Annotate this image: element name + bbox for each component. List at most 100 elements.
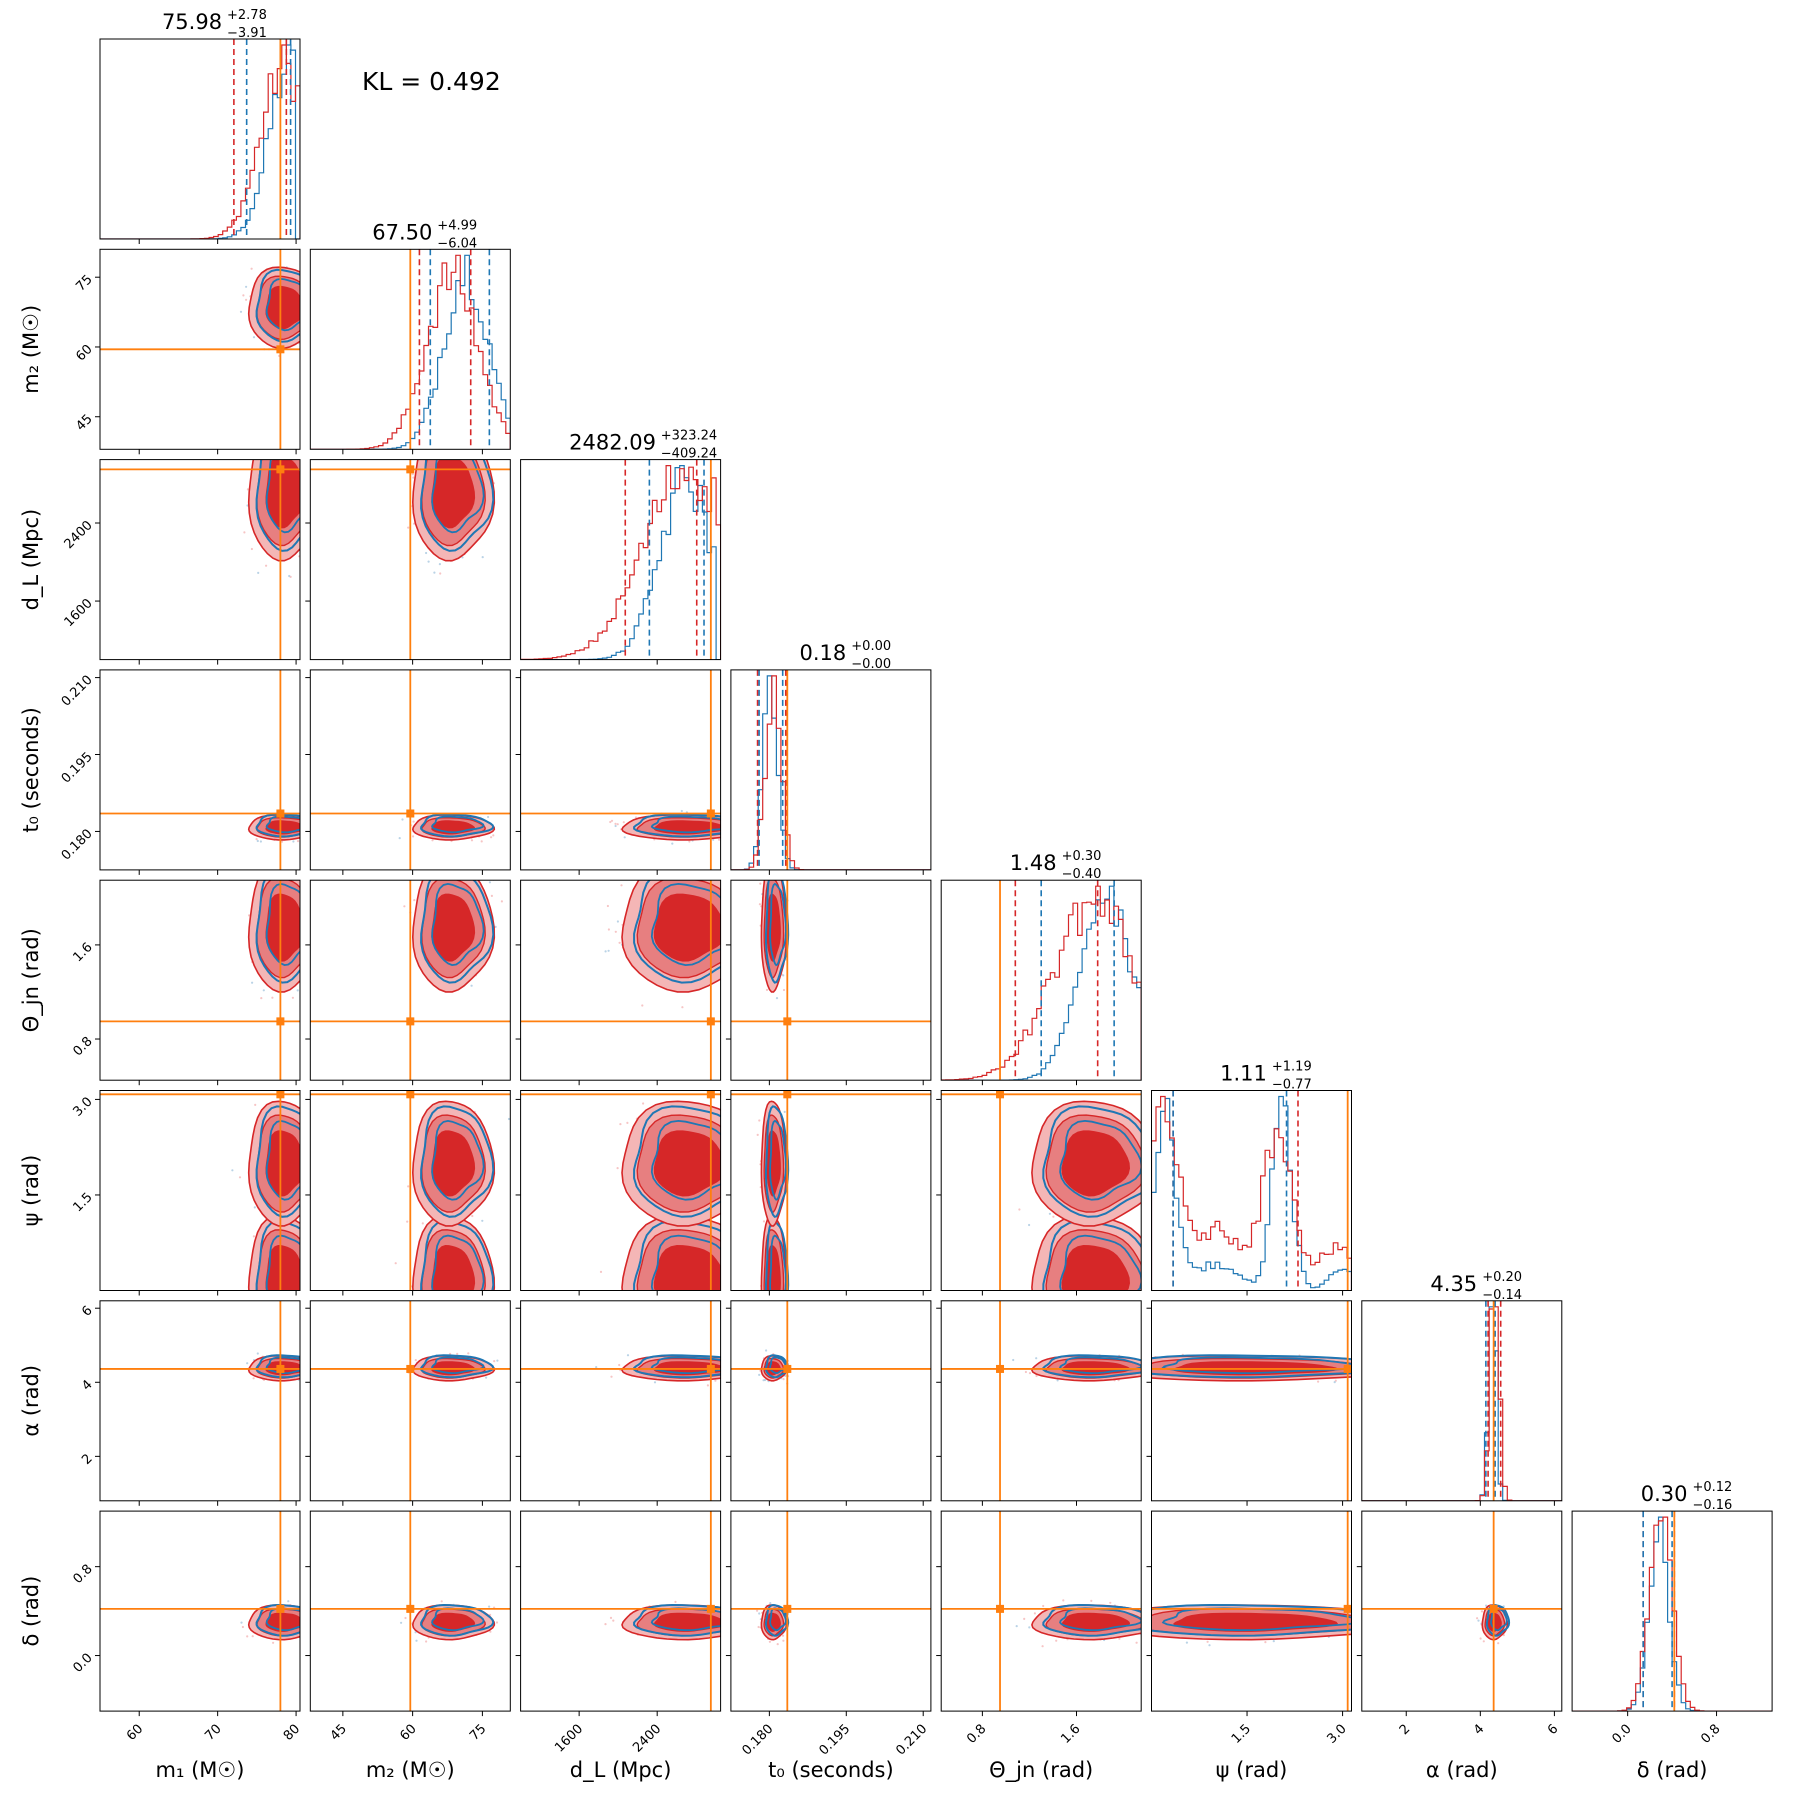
scatter-point <box>610 1375 613 1378</box>
scatter-point <box>725 1299 727 1301</box>
blue-contour-outer <box>1042 1219 1142 1291</box>
truth-marker <box>276 345 285 354</box>
y-axis-label-theta_jn: Θ_jn (rad) <box>19 928 44 1032</box>
scatter-point <box>305 963 307 965</box>
panel-frame <box>1151 1090 1352 1291</box>
scatter-point <box>1208 1644 1211 1647</box>
scatter-point <box>307 916 309 918</box>
scatter-point <box>430 1292 432 1294</box>
scatter-point <box>491 445 493 447</box>
scatter-point <box>726 1618 728 1620</box>
scatter-point <box>1206 1640 1209 1643</box>
scatter-point <box>302 1244 304 1246</box>
truth-marker <box>406 465 415 474</box>
blue-contour-inner <box>769 1234 787 1291</box>
scatter-point <box>306 1367 308 1369</box>
scatter-point <box>307 1363 309 1365</box>
scatter-point <box>300 935 302 937</box>
x-axis-label-dL: d_L (Mpc) <box>570 1758 672 1783</box>
title-minus-m2: −6.04 <box>437 236 477 251</box>
scatter-point <box>627 863 629 865</box>
scatter-point <box>674 1600 677 1603</box>
scatter-point <box>303 1150 305 1152</box>
scatter-point <box>763 874 765 876</box>
scatter-point <box>1413 1368 1415 1370</box>
scatter-point <box>747 1130 749 1132</box>
x-tick-label: 1.5 <box>1229 1722 1254 1747</box>
scatter-point <box>740 945 742 947</box>
scatter-point <box>322 304 324 306</box>
scatter-point <box>738 1183 740 1185</box>
scatter-point <box>301 826 303 828</box>
scatter-point <box>1477 1628 1479 1630</box>
truth-marker <box>783 1364 792 1373</box>
blue-contour-inner <box>265 277 300 332</box>
scatter-point <box>308 1250 310 1252</box>
hist-red-psi <box>1151 1095 1352 1291</box>
scatter-point <box>1037 1317 1039 1319</box>
scatter-point <box>411 473 414 476</box>
scatter-point <box>728 1261 730 1263</box>
scatter-point <box>1093 1317 1095 1319</box>
scatter-point <box>307 1607 309 1609</box>
blue-contour-inner <box>265 459 300 534</box>
scatter-point <box>1386 1613 1388 1615</box>
y-tick-label: 3.0 <box>70 1094 95 1119</box>
panel-m1-alpha: 2 4 6 α (rad) <box>19 1300 321 1506</box>
truth-marker <box>706 1364 715 1373</box>
scatter-point <box>301 833 303 835</box>
scatter-point <box>415 1639 418 1642</box>
scatter-point <box>412 835 415 838</box>
scatter-point <box>312 1235 314 1237</box>
panel-frame <box>1361 1510 1563 1712</box>
scatter-point <box>490 836 493 839</box>
scatter-point <box>314 1312 316 1314</box>
scatter-point <box>266 434 268 436</box>
scatter-point <box>240 1621 243 1624</box>
scatter-point <box>315 827 317 829</box>
scatter-point <box>671 842 674 845</box>
scatter-point <box>738 823 740 825</box>
scatter-point <box>305 1610 307 1612</box>
scatter-point <box>301 1370 303 1372</box>
scatter-point <box>483 413 485 415</box>
scatter-point <box>318 1258 320 1260</box>
scatter-point <box>403 905 406 908</box>
panel-m1-delta: 60 70 80 m₁ (M☉) 0.0 0.8 δ (rad) <box>19 1510 309 1782</box>
scatter-point <box>293 440 295 442</box>
scatter-point <box>1146 1360 1148 1362</box>
scatter-point <box>758 1612 761 1615</box>
scatter-point <box>319 1378 321 1380</box>
scatter-point <box>306 1376 308 1378</box>
scatter-point <box>304 1626 306 1628</box>
panel-t0-psi <box>725 1090 932 1320</box>
scatter-point <box>243 531 246 534</box>
scatter-point <box>738 1179 740 1181</box>
corner-panels: 75.98 +2.78 −3.91 45 60 75 m₂ (M☉) 67.50 +4.99 −6… <box>19 8 1773 1783</box>
scatter-point <box>762 1318 764 1320</box>
truth-marker <box>406 1017 415 1026</box>
scatter-point <box>614 822 617 825</box>
scatter-point <box>635 853 637 855</box>
scatter-point <box>433 571 436 574</box>
scatter-point <box>1380 1368 1382 1370</box>
x-tick-label: 3.0 <box>1324 1722 1349 1747</box>
scatter-point <box>721 1155 723 1157</box>
blue-contour-inner <box>431 459 485 534</box>
scatter-point <box>1366 1615 1368 1617</box>
scatter-point <box>1135 1641 1138 1644</box>
scatter-point <box>300 493 302 495</box>
scatter-point <box>1045 1304 1047 1306</box>
scatter-point <box>311 828 313 830</box>
scatter-point <box>723 854 725 856</box>
panel-frame <box>1571 1510 1773 1712</box>
hist-blue-dL <box>520 465 721 660</box>
scatter-point <box>475 1304 477 1306</box>
scatter-point <box>425 551 428 555</box>
scatter-point <box>1060 1330 1062 1332</box>
scatter-point <box>781 1107 783 1109</box>
scatter-point <box>287 446 289 448</box>
truth-marker <box>996 1090 1005 1099</box>
